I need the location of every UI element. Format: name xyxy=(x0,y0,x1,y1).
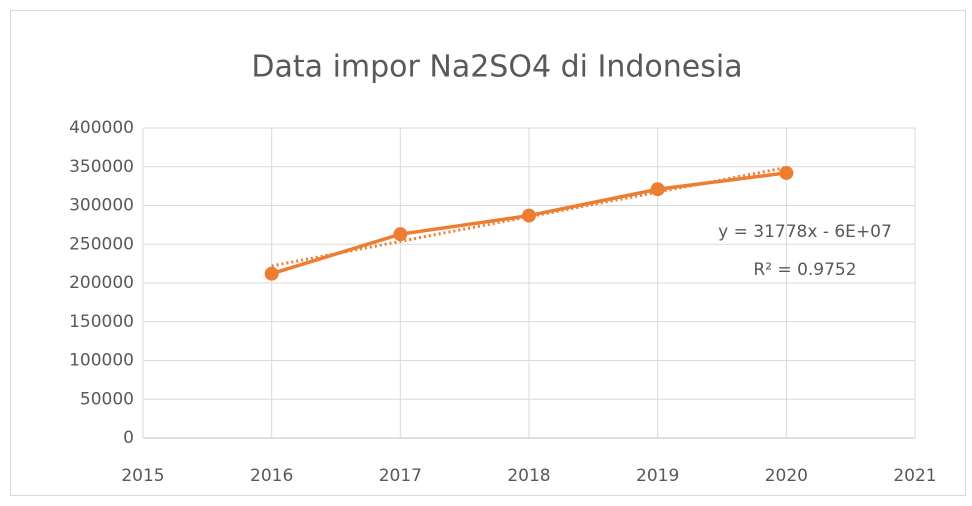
marker xyxy=(393,227,408,242)
x-tick-label: 2017 xyxy=(379,466,422,486)
x-tick-label: 2018 xyxy=(507,466,550,486)
y-tick-label: 300000 xyxy=(69,196,134,216)
chart-title: Data impor Na2SO4 di Indonesia xyxy=(251,50,742,85)
trendline-equation: R² = 0.9752 xyxy=(753,260,856,280)
y-tick-label: 250000 xyxy=(69,234,134,254)
y-tick-label: 100000 xyxy=(69,351,134,371)
y-tick-label: 400000 xyxy=(69,118,134,138)
x-tick-label: 2021 xyxy=(893,466,936,486)
chart-frame xyxy=(10,10,966,496)
x-tick-label: 2020 xyxy=(765,466,808,486)
marker xyxy=(522,208,536,223)
marker xyxy=(779,165,794,180)
marker xyxy=(264,266,279,281)
x-tick-label: 2016 xyxy=(250,466,293,486)
trendline-equation: y = 31778x - 6E+07 xyxy=(718,222,892,242)
x-tick-label: 2019 xyxy=(636,466,679,486)
y-tick-label: 350000 xyxy=(69,157,134,177)
marker xyxy=(650,182,665,197)
x-tick-label: 2015 xyxy=(121,466,164,486)
y-tick-label: 200000 xyxy=(69,273,134,293)
y-tick-label: 150000 xyxy=(69,312,134,332)
y-tick-label: 50000 xyxy=(80,389,134,409)
y-tick-label: 0 xyxy=(123,428,134,448)
